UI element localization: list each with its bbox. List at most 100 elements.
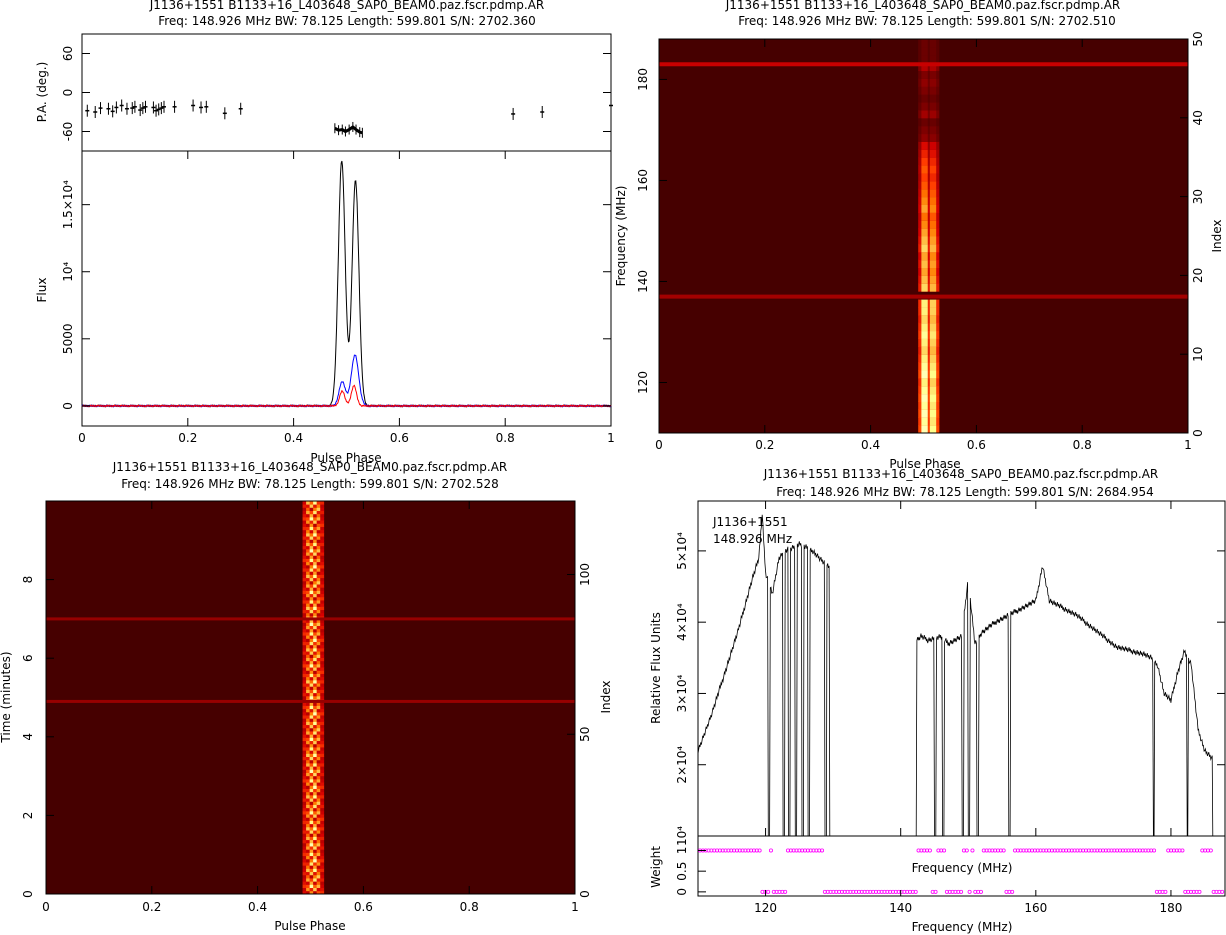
time-phase-pulse-cell: [316, 747, 321, 751]
time-phase-pulse-cell: [302, 718, 307, 722]
flux-y-tick-label: 10⁴: [61, 262, 75, 282]
time-phase-pulse-cell: [306, 529, 311, 534]
freq-phase-pulse-core: [929, 62, 937, 72]
time-phase-pulse-cell: [316, 740, 321, 745]
time-phase-pulse-cell: [320, 641, 325, 646]
time-phase-pulse-cell: [316, 862, 321, 866]
time-phase-pulse-cell: [302, 548, 307, 553]
time-phase-pulse-cell: [306, 619, 311, 623]
time-phase-pulse-cell: [320, 513, 325, 518]
freq-phase-pulse-core: [921, 228, 928, 237]
time-phase-pulse-cell: [302, 763, 307, 767]
time-phase-pulse-cell: [320, 766, 325, 770]
time-phase-pulse-cell: [320, 842, 325, 847]
weight-marker: [757, 848, 762, 853]
time-phase-pulse-cell: [313, 874, 318, 879]
time-phase-pulse-cell: [309, 842, 314, 847]
time-phase-pulse-cell: [313, 782, 318, 786]
time-phase-pulse-cell: [309, 529, 314, 534]
time-phase-pulse-cell: [320, 826, 325, 831]
freq-phase-pulse-core: [929, 417, 937, 426]
time-phase-pulse-cell: [316, 651, 321, 655]
time-phase-pulse-cell: [306, 759, 311, 764]
time-phase-pulse-cell: [309, 708, 314, 713]
time-phase-pulse-cell: [313, 884, 318, 889]
time-phase-pulse-cell: [320, 814, 325, 818]
time-phase-pulse-cell: [316, 673, 321, 678]
time-phase-rfi-streak: [46, 699, 575, 703]
time-phase-pulse-cell: [316, 526, 321, 531]
time-phase-pulse-cell: [306, 788, 311, 793]
time-phase-pulse-cell: [316, 878, 321, 882]
time-phase-pulse-cell: [313, 670, 318, 674]
time-phase-pulse-cell: [302, 564, 307, 569]
time-phase-pulse-cell: [313, 536, 318, 540]
time-phase-pulse-cell: [320, 836, 325, 841]
time-phase-pulse-cell: [306, 772, 311, 777]
freq-phase-pulse-core: [921, 117, 928, 127]
freq-phase-pulse-core: [921, 259, 928, 269]
time-phase-pulse-cell: [309, 532, 314, 537]
time-phase-pulse-cell: [320, 501, 325, 505]
time-phase-pulse-cell: [306, 734, 311, 738]
freq-phase-pulse-core: [929, 78, 937, 87]
time-phase-pulse-cell: [309, 737, 314, 742]
time-phase-pulse-cell: [309, 817, 314, 821]
freq-phase-pulse-core: [921, 78, 928, 87]
freq-phase-pulse-core: [929, 393, 937, 402]
time-phase-pulse-cell: [313, 683, 318, 687]
time-phase-pulse-cell: [309, 807, 314, 812]
freq-phase-pulse-core: [929, 165, 937, 174]
time-phase-pulse-cell: [316, 830, 321, 834]
freq-phase-pulse-core: [921, 180, 928, 190]
time-phase-pulse-cell: [306, 513, 311, 518]
time-phase-pulse-cell: [320, 731, 325, 735]
time-phase-pulse-cell: [316, 516, 321, 521]
time-phase-pulse-cell: [302, 846, 307, 850]
time-phase-pulse-cell: [320, 862, 325, 866]
freq-phase-pulse-core: [921, 425, 928, 434]
time-phase-pulse-cell: [320, 679, 325, 684]
freq-phase-pulse-core: [929, 228, 937, 237]
time-phase-pulse-cell: [306, 775, 311, 780]
time-phase-pulse-cell: [313, 660, 318, 665]
time-phase-pulse-cell: [306, 884, 311, 889]
time-phase-x-tick-label: 0.6: [354, 900, 373, 914]
subint-index-axis-label: Index: [599, 680, 613, 713]
time-phase-pulse-cell: [316, 638, 321, 642]
time-phase-pulse-cell: [316, 507, 321, 511]
freq-phase-pulse-cell: [918, 117, 940, 127]
freq-phase-pulse-core: [929, 267, 937, 276]
time-phase-pulse-cell: [302, 606, 307, 611]
time-phase-pulse-cell: [302, 826, 307, 831]
flux-y-tick-label: 1.5×10⁴: [61, 180, 75, 229]
time-phase-pulse-cell: [306, 874, 311, 879]
time-phase-pulse-cell: [313, 759, 318, 764]
time-phase-pulse-cell: [316, 887, 321, 892]
time-phase-pulse-cell: [313, 657, 318, 662]
freq-phase-pulse-core: [929, 46, 937, 56]
weight-marker: [964, 848, 969, 853]
time-phase-pulse-cell: [306, 577, 311, 582]
freq-phase-pulse-core: [921, 362, 928, 371]
time-phase-pulse-cell: [306, 842, 311, 847]
time-phase-pulse-cell: [302, 558, 307, 563]
freq-phase-pulse-cell: [918, 306, 940, 316]
time-phase-pulse-cell: [306, 683, 311, 687]
flux-plot-frame: [81, 150, 612, 427]
time-phase-pulse-cell: [320, 622, 325, 627]
freq-phase-pulse-core: [921, 188, 928, 198]
time-phase-pulse-cell: [313, 552, 318, 556]
time-phase-pulse-cell: [320, 715, 325, 719]
time-phase-pulse-cell: [309, 731, 314, 735]
time-phase-pulse-cell: [316, 513, 321, 518]
time-phase-pulse-cell: [316, 865, 321, 869]
time-phase-pulse-cell: [306, 839, 311, 844]
freq-phase-pulse-core: [929, 149, 937, 158]
time-phase-pulse-cell: [320, 577, 325, 582]
profile-x-tick-label: 0.4: [284, 431, 303, 445]
time-phase-pulse-cell: [306, 798, 311, 802]
time-phase-pulse-cell: [313, 507, 318, 511]
freq-phase-pulse-core: [921, 172, 928, 182]
time-phase-pulse-cell: [309, 695, 314, 700]
